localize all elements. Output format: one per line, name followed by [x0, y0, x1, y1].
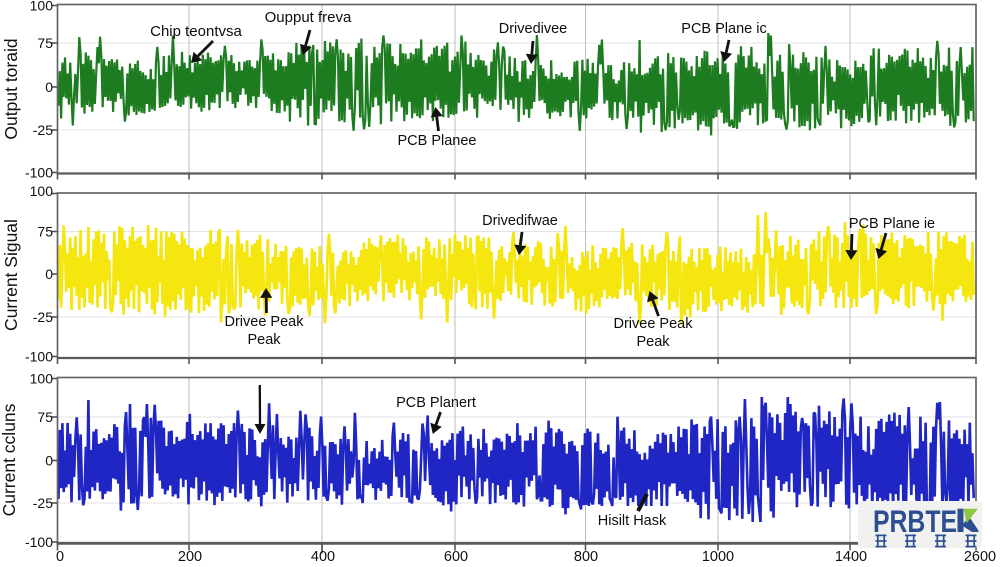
svg-text:Drivee Peak: Drivee Peak [225, 314, 305, 330]
svg-text:-25: -25 [33, 309, 53, 325]
svg-text:100: 100 [30, 183, 54, 199]
svg-text:Output toraid: Output toraid [1, 38, 21, 139]
svg-text:PCB Planert: PCB Planert [396, 395, 476, 411]
svg-text:100: 100 [30, 371, 54, 387]
svg-text:-100: -100 [25, 534, 53, 550]
svg-text:1000: 1000 [702, 549, 734, 562]
svg-text:Chip teontvsa: Chip teontvsa [150, 23, 242, 40]
svg-text:PCB Planee: PCB Planee [398, 133, 477, 149]
svg-text:Peak: Peak [247, 332, 281, 348]
svg-text:PRBTE: PRBTE [873, 503, 957, 539]
svg-text:400: 400 [311, 549, 335, 562]
svg-text:0: 0 [56, 549, 64, 562]
svg-text:-25: -25 [33, 122, 53, 138]
svg-text:PCB Plane ic: PCB Plane ic [681, 21, 766, 37]
svg-text:Drivee Peak: Drivee Peak [614, 316, 694, 332]
svg-text:Peak: Peak [636, 334, 670, 350]
svg-text:Drivedivee: Drivedivee [499, 21, 568, 37]
svg-text:100: 100 [30, 0, 54, 14]
svg-text:-100: -100 [25, 349, 53, 365]
svg-text:1400: 1400 [835, 549, 867, 562]
svg-text:Drivedifwae: Drivedifwae [482, 213, 558, 229]
svg-text:-25: -25 [33, 495, 53, 511]
svg-text:Current ccluns: Current ccluns [0, 403, 19, 516]
svg-text:2600: 2600 [964, 549, 996, 562]
svg-text:600: 600 [444, 549, 468, 562]
svg-text:Current Sigual: Current Sigual [1, 219, 21, 331]
svg-text:Hisilt Hask: Hisilt Hask [598, 513, 667, 529]
svg-text:PCB Plane ie: PCB Plane ie [849, 216, 935, 232]
svg-text:0: 0 [45, 266, 53, 282]
svg-text:0: 0 [45, 453, 53, 469]
svg-text:Oupput freva: Oupput freva [265, 9, 352, 26]
svg-text:-100: -100 [25, 165, 53, 181]
svg-text:800: 800 [574, 549, 598, 562]
svg-text:75: 75 [37, 35, 53, 51]
svg-text:75: 75 [37, 224, 53, 240]
svg-text:75: 75 [37, 409, 53, 425]
svg-text:0: 0 [45, 79, 53, 95]
svg-text:200: 200 [178, 549, 202, 562]
